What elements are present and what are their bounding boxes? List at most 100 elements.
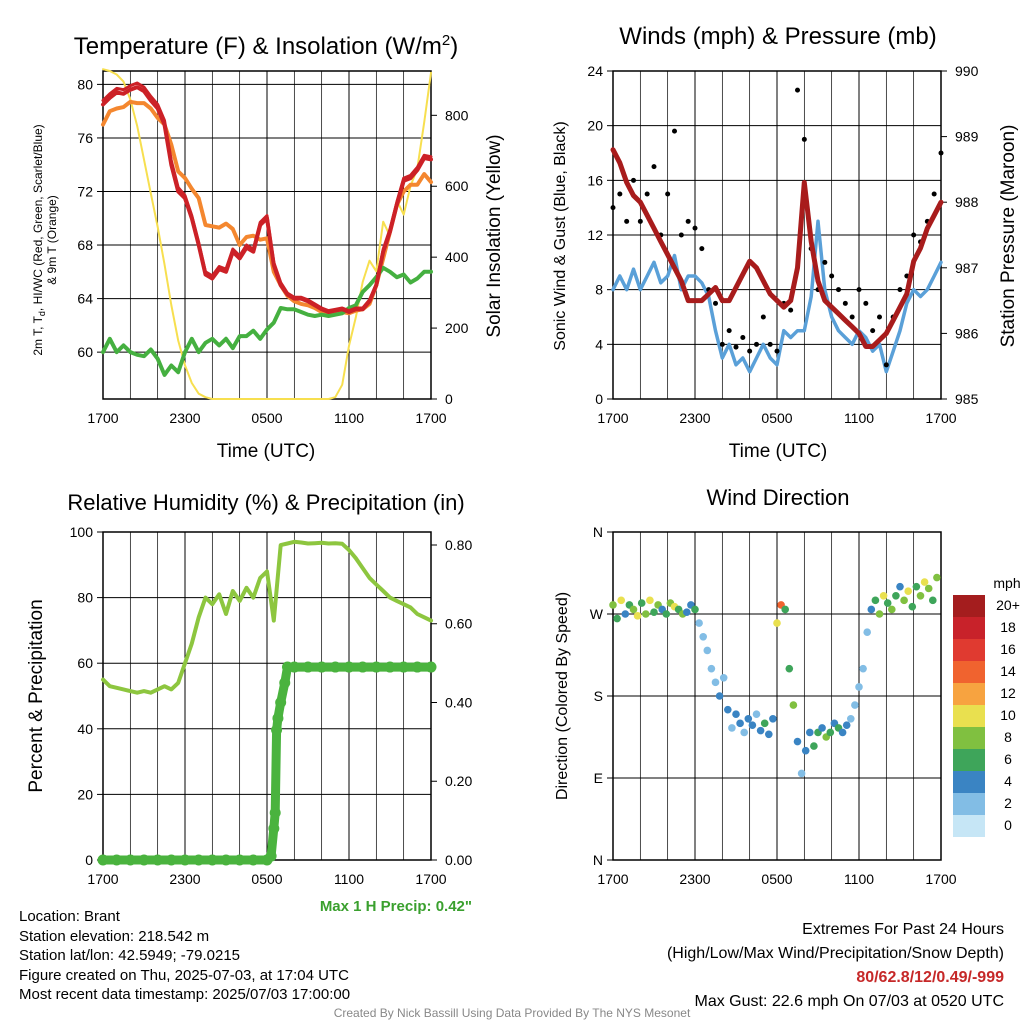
wind-direction-point [740,728,748,737]
wind-direction-point [908,602,917,611]
winds-ytick-label: 4 [595,336,603,352]
humidity-ytick-label: 0 [85,852,93,868]
winds-y2tick-label: 989 [955,129,979,145]
winds-gust-point [699,246,705,252]
winds-xtick-label: 2300 [679,410,710,426]
legend-label: 18 [1000,619,1016,635]
legend-swatch [953,617,985,639]
wind-direction-point [847,714,855,723]
legend-swatch [953,749,985,771]
wind-direction-point [785,664,794,673]
temperature-ytick-label: 76 [77,130,93,146]
winds-gust-point [856,287,862,293]
wind-direction-point [613,614,621,623]
legend-swatch [953,793,985,815]
humidity-precip-point [220,854,232,866]
winds-ytick-label: 24 [587,63,603,79]
winds-gust-point [931,191,937,197]
winds-gust-point [617,191,623,197]
winds-ytick-label: 0 [595,391,603,407]
wind-direction-xtick-label: 1100 [844,871,874,887]
wind-direction-point [699,632,707,641]
humidity-rh-line [101,539,433,695]
winds-xtick-label: 0500 [761,410,792,426]
station-info: Location: Brant Station elevation: 218.5… [19,907,350,1005]
winds-gust-point [774,348,780,354]
humidity-precip-point [343,661,355,673]
winds-title: Winds (mph) & Pressure (mb) [619,23,936,50]
humidity-precip-point [165,854,177,866]
wind-direction-ytick-label: W [590,606,604,622]
winds-gust-point [692,225,698,231]
humidity-ytick-label: 20 [77,786,93,802]
wind-direction-point [728,724,736,732]
humidity-precip-point [234,854,246,866]
temperature-xtick-label: 1700 [87,410,118,426]
winds-gust-point [713,300,718,306]
humidity-y2tick-label: 0.60 [445,616,472,632]
recent-text: Most recent data timestamp: 2025/07/03 1… [19,986,351,1003]
wind-direction-point [851,701,859,709]
temperature-y2tick-label: 0 [445,391,453,407]
humidity-ytick-label: 100 [70,524,94,540]
temperature-insolation-line [102,68,432,400]
humidity-precip-point [302,661,314,673]
humidity-precip-point [97,854,109,866]
wind-direction-point [760,719,769,728]
wind-direction-point [810,742,818,750]
extremes-title: Extremes For Past 24 Hours [802,921,1004,938]
wind-direction-point [650,608,658,616]
wind-direction-point [904,587,912,596]
wind-direction-xtick-label: 1700 [597,871,628,887]
wind-direction-point [617,596,625,605]
humidity-precip-point [316,661,328,673]
winds-gust-point [870,328,876,334]
precip-note: Max 1 H Precip: 0.42" [320,898,472,915]
wind-direction-ytick-label: N [593,852,603,868]
winds-y2tick-label: 986 [955,325,979,341]
winds-gust-point [740,335,746,340]
temperature-ytick-label: 80 [77,76,93,92]
wind-direction-point [715,692,724,700]
winds-xlabel: Time (UTC) [729,441,828,462]
wind-direction-point [929,596,937,605]
wind-direction-point [916,591,925,600]
wind-direction-point [629,605,638,614]
extremes-values: 80/62.8/12/0.49/-999 [856,969,1004,986]
winds-xtick-label: 1700 [925,410,956,426]
temperature-ytick-label: 64 [77,291,93,307]
winds-ytick-label: 8 [595,282,603,298]
temperature-ytick-label: 72 [77,183,93,199]
temperature-xtick-label: 1700 [415,410,446,426]
humidity-precip-point [111,854,123,866]
humidity-precip-point [329,661,341,673]
wind-direction-point [900,596,908,605]
wind-direction-point [826,728,835,737]
legend-label: 14 [1000,663,1016,679]
winds-gust-point [877,314,882,320]
wind-direction-point [888,605,896,614]
humidity-precip-point [247,854,259,866]
wind-direction-point [711,678,720,687]
wind-direction-point [797,769,806,778]
wind-direction-point [662,610,671,618]
humidity-precip-point [271,724,283,736]
humidity-xtick-label: 2300 [169,871,200,887]
wind-direction-xtick-label: 0500 [761,871,792,887]
winds-y2tick-label: 985 [955,391,979,407]
humidity-precip-point [384,661,396,673]
max-gust-text: Max Gust: 22.6 mph On 07/03 at 0520 UTC [694,993,1005,1010]
humidity-ytick-label: 80 [77,590,93,606]
humidity-precip-point [411,661,423,673]
winds-pressure-line [610,147,944,349]
wind-direction-ytick-label: N [593,524,603,540]
legend-label: 6 [1004,751,1012,767]
winds-xtick-label: 1100 [844,410,874,426]
legend-label: 16 [1000,641,1016,657]
wind-direction-xtick-label: 1700 [925,871,956,887]
winds-gust-point [760,314,766,320]
wind-direction-point [707,664,716,673]
created-text: Figure created on Thu, 2025-07-03, at 17… [19,966,349,984]
wind-direction-point [842,721,851,729]
legend-swatch [953,727,985,749]
